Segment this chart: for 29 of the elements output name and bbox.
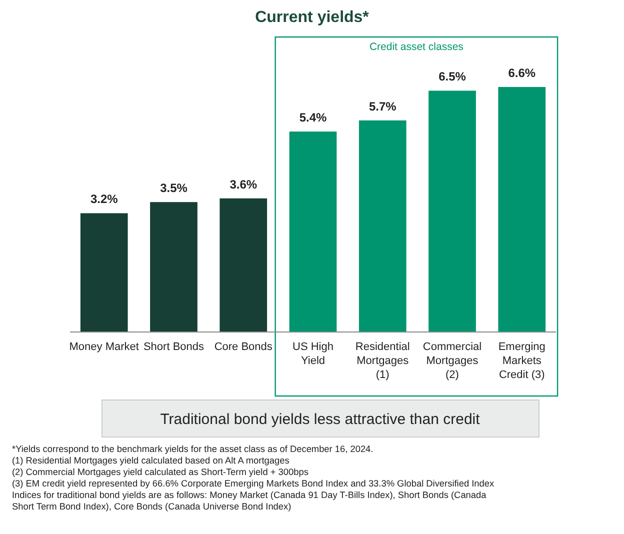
data-label: 6.5%	[438, 70, 466, 84]
data-label: 6.6%	[508, 66, 536, 80]
text: Indices for traditional bond yields are as follows: Money Market (Canada 91 Day T-Bills Index), Short Bonds (Canada Short Term Bond Index), Core Bonds (Canada Universe Bond Index)	[12, 490, 488, 512]
x-tick-label: Residential Mortgages (1)	[355, 341, 410, 381]
x-tick-label: Core Bonds	[214, 341, 273, 353]
text: (2) Commercial Mortgages yield calculated as Short-Term yield + 300bps	[12, 467, 309, 477]
data-label: 5.7%	[368, 99, 397, 114]
bar	[220, 198, 268, 332]
bar	[498, 87, 546, 332]
chart-title: Current yields*	[255, 9, 370, 26]
bar	[150, 202, 198, 332]
text: Credit asset classes	[369, 41, 464, 53]
x-tick-label: Money Market	[69, 341, 139, 353]
text: (1) Residential Mortgages yield calculated based on Alt A mortgages	[12, 456, 290, 466]
data-label: 3.2%	[90, 192, 118, 206]
x-tick-label: US High Yield	[292, 341, 334, 367]
data-label: 5.4%	[299, 110, 327, 125]
data-label: 3.6%	[230, 177, 258, 192]
x-tick-label: Commercial Mortgages (2)	[422, 341, 482, 381]
text: Traditional bond yields less attractive than credit	[160, 411, 481, 428]
text: *Yields correspond to the benchmark yields for the asset class as of December 16, 2024.	[12, 444, 374, 454]
text: (3) EM credit yield represented by 66.6% Corporate Emerging Markets Bond Index and 33.3% Global Diversified Index	[12, 478, 494, 488]
bar	[428, 90, 476, 332]
bar	[80, 213, 128, 332]
x-tick-label: Short Bonds	[143, 341, 205, 353]
bar	[289, 132, 337, 332]
data-label: 3.5%	[160, 181, 188, 196]
x-tick-label: Emerging Markets Credit (3)	[498, 341, 546, 381]
bar	[358, 120, 406, 332]
